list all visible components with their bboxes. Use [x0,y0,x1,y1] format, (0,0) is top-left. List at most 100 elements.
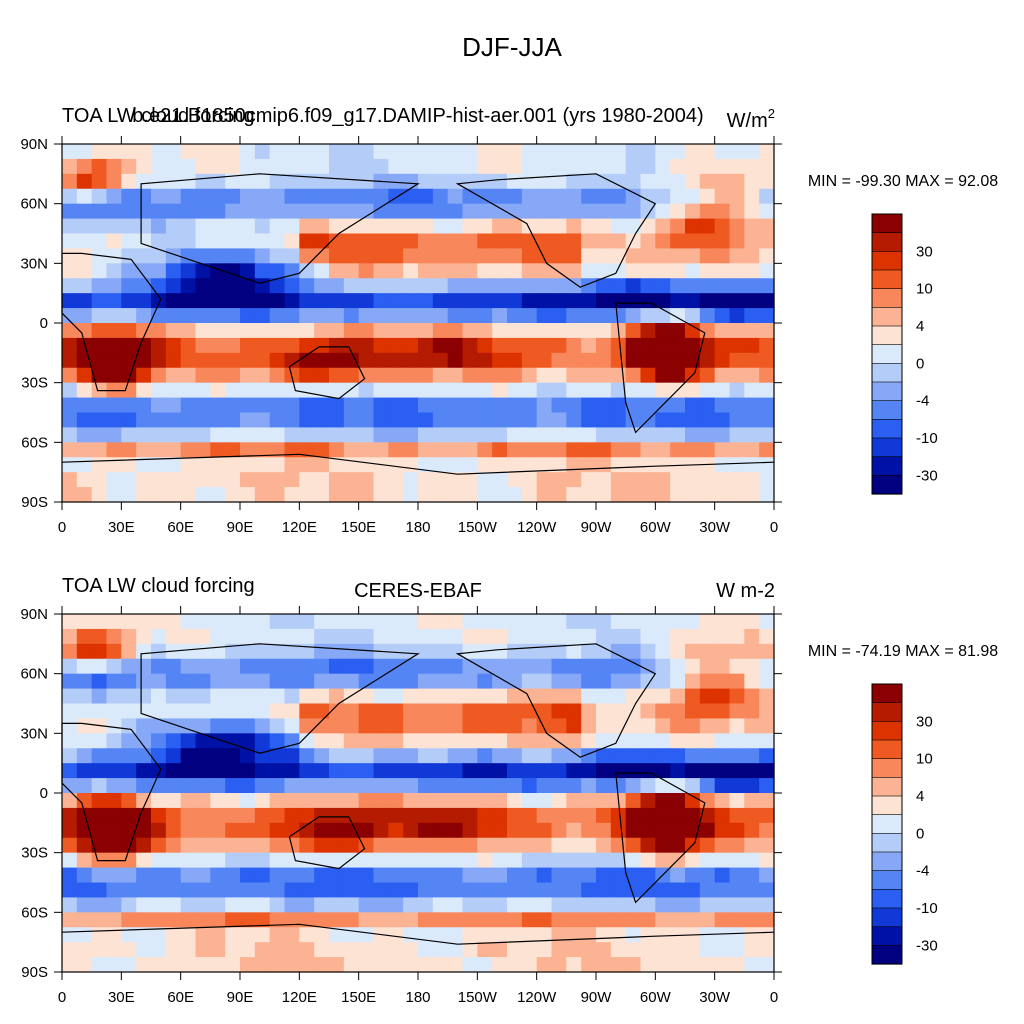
heatmap-cell [744,323,760,339]
heatmap-cell [432,487,449,503]
heatmap-cell [269,643,286,660]
heatmap-cell [432,837,449,854]
heatmap-cell [403,144,419,160]
heatmap-cell [106,688,122,705]
heatmap-cell [551,628,567,645]
heatmap-cell [210,203,226,220]
heatmap-cell [477,308,493,324]
heatmap-cell [685,718,701,734]
heatmap-cell [521,614,538,630]
heatmap-cell [165,673,182,690]
heatmap-cell [329,793,345,809]
heatmap-cell [254,218,271,235]
heatmap-cell [581,703,597,720]
y-tick-label: 60N [20,196,48,213]
heatmap-cell [91,957,108,973]
heatmap-cell [462,822,478,839]
colorbar-segment [871,851,903,872]
heatmap-cell [180,643,197,660]
heatmap-cell [566,337,582,354]
heatmap-cell [581,927,597,943]
heatmap-cell [358,628,375,645]
heatmap-cell [699,793,716,809]
heatmap-cell [373,703,389,720]
heatmap-cell [566,793,582,809]
heatmap-cell [254,867,271,884]
heatmap-cell [240,837,256,854]
heatmap-cell [610,942,627,958]
heatmap-cell [329,867,345,884]
heatmap-cell [269,293,286,309]
heatmap-cell [596,703,612,720]
heatmap-cell [581,614,597,630]
heatmap-cell [284,733,300,749]
heatmap-cell [76,957,93,973]
heatmap-cell [106,703,122,720]
heatmap-cell [685,412,701,429]
heatmap-cell [625,442,642,458]
panel-model: TOA LW cloud forcing b.e21.B1850cmip6.f0… [20,105,998,536]
heatmap-cell [373,248,389,264]
heatmap-cell [373,852,389,869]
heatmap-cell [610,352,627,369]
heatmap-cell [418,763,434,779]
heatmap-cell [180,867,197,884]
heatmap-cell [388,614,404,630]
heatmap-cell [240,778,256,794]
heatmap-cell [581,688,597,705]
heatmap-cell [329,203,345,220]
heatmap-cell [477,352,493,369]
heatmap-cell [343,203,360,220]
heatmap-cell [180,188,197,205]
heatmap-cell [625,673,642,690]
heatmap-cell [477,927,493,943]
heatmap-cell [180,793,197,809]
heatmap-cell [358,882,375,899]
heatmap-cell [240,763,256,779]
heatmap-cell [195,748,211,764]
colorbar-segment [871,870,903,890]
heatmap-cell [418,293,434,309]
heatmap-cell [180,658,197,675]
heatmap-cell [699,293,716,309]
heatmap-cell [388,427,404,443]
heatmap-cell [240,867,256,884]
heatmap-cell [477,457,493,473]
heatmap-cell [195,412,211,429]
heatmap-cell [521,822,538,839]
heatmap-cell [121,942,137,958]
heatmap-cell [403,867,419,884]
heatmap-cell [165,837,182,854]
heatmap-cell [432,144,449,160]
heatmap-cell [596,218,612,235]
heatmap-cell [165,457,182,473]
colorbar-label: 10 [916,751,933,768]
heatmap-cell [165,733,182,749]
heatmap-cell [596,412,612,429]
heatmap-cell [358,218,375,235]
heatmap-cell [299,323,315,339]
heatmap-cell [699,367,716,384]
heatmap-cell [165,658,182,675]
heatmap-cell [536,912,553,928]
heatmap-cell [254,658,271,675]
heatmap-cell [165,852,182,869]
heatmap-cell [581,957,597,973]
heatmap-cell [314,323,330,339]
panel-units: W m-2 [716,580,775,602]
heatmap-cell [299,822,315,839]
heatmap-cell [269,442,286,458]
heatmap-cell [269,807,286,824]
heatmap-cell [240,882,256,899]
heatmap-cell [699,942,716,958]
heatmap-cell [462,733,478,749]
heatmap-cell [744,188,760,205]
heatmap-cell [210,912,226,928]
heatmap-cell [670,203,686,220]
heatmap-cell [432,733,449,749]
heatmap-cell [106,158,122,175]
heatmap-cell [403,397,419,414]
heatmap-cell [284,308,300,324]
heatmap-cell [610,263,627,279]
heatmap-cell [759,278,775,294]
